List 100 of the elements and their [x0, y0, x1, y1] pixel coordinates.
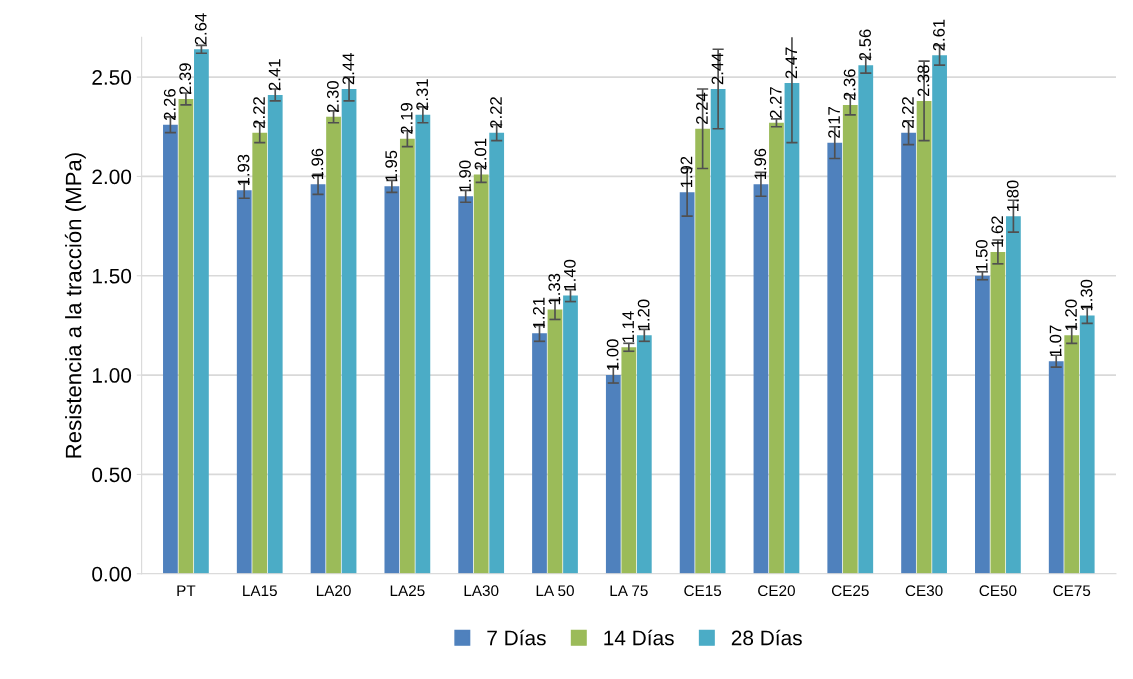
x-tick-label: CE30: [905, 585, 943, 597]
y-tick-label: 1.50: [92, 268, 132, 284]
data-label: 2.64: [194, 13, 207, 45]
bar: [163, 124, 178, 574]
bar: [710, 89, 726, 574]
data-label: 2.19: [400, 103, 413, 134]
data-label: 1.40: [563, 259, 576, 291]
x-tick-label: LA20: [316, 585, 351, 597]
bar: [178, 98, 194, 574]
legend-label: 28 Días: [731, 629, 802, 646]
bar: [489, 132, 505, 574]
data-label: 2.44: [711, 53, 724, 85]
bar: [932, 55, 947, 574]
data-label: 1.93: [237, 154, 250, 186]
data-label: 1.20: [1065, 299, 1077, 331]
x-tick-label: LA30: [464, 585, 499, 597]
bar: [605, 375, 621, 574]
bar: [858, 65, 874, 574]
bar: [1048, 361, 1064, 574]
legend-label: 7 Días: [487, 629, 546, 646]
data-label: 2.24: [696, 92, 708, 124]
bar: [695, 128, 711, 574]
data-label: 1.92: [680, 156, 693, 188]
bar: [547, 309, 563, 574]
data-label: 2.30: [326, 81, 339, 112]
bar: [194, 49, 209, 574]
bar: [827, 142, 843, 574]
x-tick-label: LA25: [390, 585, 425, 597]
data-label: 1.96: [311, 148, 324, 180]
y-tick-label: 0.00: [92, 566, 132, 582]
data-label: 2.31: [416, 79, 429, 111]
data-label: 1.33: [548, 273, 561, 305]
x-tick-label: CE75: [1053, 585, 1091, 597]
bar: [341, 89, 357, 574]
bar: [753, 184, 769, 574]
data-label: 2.22: [901, 97, 914, 128]
data-label: 1.62: [991, 216, 1004, 247]
bar: [310, 184, 326, 574]
data-label: 1.20: [637, 299, 650, 331]
bar: [399, 138, 415, 574]
y-axis-title: Resistencia a la tracción (MPa): [64, 153, 86, 458]
data-label: 2.44: [342, 53, 355, 85]
bar: [267, 94, 283, 574]
data-label: 2.41: [268, 59, 281, 91]
x-tick-label: LA 75: [610, 585, 648, 597]
bar: [769, 122, 784, 574]
legend-label: 14 Días: [604, 629, 674, 646]
data-label: 2.22: [490, 97, 502, 128]
bar: [842, 104, 858, 574]
bar: [1079, 315, 1095, 574]
bar: [916, 100, 932, 574]
data-label: 2.26: [163, 89, 176, 120]
bar: [901, 132, 916, 574]
y-tick-label: 0.50: [92, 467, 132, 483]
bar: [975, 275, 990, 574]
bar: [473, 174, 489, 574]
data-label: 2.22: [253, 97, 265, 128]
data-label: 2.36: [843, 69, 856, 101]
data-label: 1.90: [459, 160, 471, 192]
x-tick-label: CE50: [979, 585, 1017, 597]
data-label: 1.30: [1080, 279, 1093, 311]
x-tick-label: CE25: [831, 585, 869, 597]
bar: [563, 295, 578, 574]
bar: [990, 251, 1006, 574]
data-label: 2.17: [828, 107, 840, 138]
bar: [415, 114, 431, 574]
bar: [1064, 335, 1080, 574]
bar: [679, 192, 695, 574]
bar: [636, 335, 652, 574]
data-label: 1.80: [1006, 180, 1019, 211]
data-label: 2.27: [769, 87, 782, 118]
x-tick-label: LA 50: [536, 585, 574, 597]
bar: [532, 333, 547, 574]
bar: [784, 83, 800, 574]
y-tick-label: 1.00: [92, 368, 132, 383]
bar: [384, 186, 400, 574]
data-label: 1.96: [754, 148, 767, 180]
data-label: 2.38: [917, 65, 930, 97]
bar: [621, 347, 637, 574]
data-label: 2.39: [179, 63, 192, 95]
y-tick-label: 2.50: [92, 70, 132, 85]
x-tick-label: LA15: [243, 585, 277, 597]
x-tick-label: CE20: [758, 585, 795, 597]
bar: [326, 116, 341, 574]
data-label: 1.95: [385, 150, 398, 182]
data-label: 1.21: [532, 297, 545, 329]
bar: [252, 132, 268, 574]
bar: [458, 196, 474, 574]
bar: [1006, 216, 1021, 574]
data-label: 1.00: [606, 339, 619, 370]
data-label: 2.61: [932, 19, 945, 51]
x-tick-label: CE15: [684, 585, 722, 597]
data-label: 2.56: [859, 29, 871, 61]
data-label: 1.07: [1049, 325, 1062, 356]
data-label: 2.01: [474, 138, 487, 170]
data-label: 1.14: [622, 311, 634, 343]
bar: [236, 190, 252, 574]
y-tick-label: 2.00: [92, 169, 132, 185]
x-tick-label: PT: [177, 585, 196, 596]
data-label: 2.47: [785, 47, 797, 79]
